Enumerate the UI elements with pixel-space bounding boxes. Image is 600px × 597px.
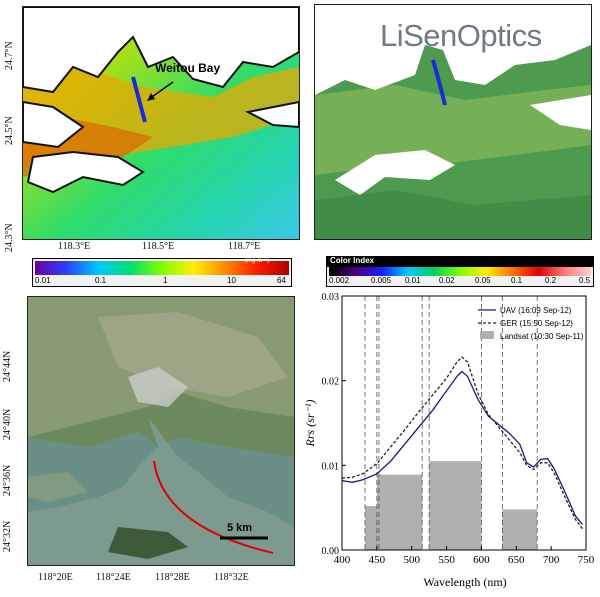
color-index-tick-4: 0.02 xyxy=(439,276,455,285)
y-tick-label-3: 0.02 xyxy=(322,377,340,388)
x-tick-label-6: 650 xyxy=(508,554,525,566)
landsat-lon-tick-3: 118°28E xyxy=(155,572,190,583)
x-tick-label-4: 550 xyxy=(438,554,455,566)
color-index-colorbar-header: Color Index xyxy=(327,256,593,267)
landsat-lon-tick-4: 118°32E xyxy=(214,572,249,583)
legend-label-uav: UAV (16:09 Sep-12) xyxy=(500,306,572,315)
landsat-band-bar-4 xyxy=(502,509,538,550)
x-tick-label-3: 500 xyxy=(403,554,420,566)
rrs-chart-svg: 400 450 500 550 600 650 700 750 0.00 0.01 0.02 0.03… xyxy=(303,292,595,589)
color-index-tick-2: 0.005 xyxy=(371,276,392,285)
chl-colorbar-tick-4: 10 xyxy=(227,276,236,285)
lat-tick-1: 24.7°N xyxy=(4,41,15,70)
color-index-tick-1: 0.002 xyxy=(329,276,350,285)
y-axis-label: Rrs (sr⁻¹) xyxy=(303,400,317,448)
color-index-tick-5: 0.05 xyxy=(475,276,491,285)
scale-bar-label: 5 km xyxy=(227,522,252,534)
chl-map-drawing: Weitou Bay xyxy=(23,7,299,239)
color-index-map-drawing xyxy=(315,5,591,239)
chl-colorbar-tick-3: 1 xyxy=(163,276,168,285)
landsat-image: 5 km xyxy=(27,296,295,566)
panel-chl-map: Weitou Bay 24.7°N 24.5°N 24.3°N 118.3°E … xyxy=(0,0,300,290)
color-index-tick-6: 0.1 xyxy=(511,276,523,285)
lisenoptics-logo: LiSenOptics xyxy=(380,18,542,54)
landsat-drawing: 5 km xyxy=(28,297,294,565)
x-tick-label-1: 400 xyxy=(334,554,351,566)
lon-tick-1: 118.3°E xyxy=(58,241,91,252)
color-index-colorbar-gradient xyxy=(329,267,591,276)
lat-tick-3: 24.3°N xyxy=(4,223,15,252)
color-index-colorbar-title: Color Index xyxy=(330,256,375,265)
legend-swatch-landsat xyxy=(480,331,494,339)
lat-tick-2: 24.5°N xyxy=(4,116,15,145)
y-tick-label-4: 0.03 xyxy=(322,292,340,303)
landsat-lon-tick-1: 118°20E xyxy=(38,572,73,583)
x-tick-label-7: 700 xyxy=(543,554,560,566)
x-tick-label-5: 600 xyxy=(473,554,490,566)
landsat-lat-tick-2: 24°40N xyxy=(2,408,13,440)
landsat-band-bar-2 xyxy=(376,474,423,550)
landsat-lat-tick-3: 24°36N xyxy=(2,464,13,496)
landsat-lon-tick-2: 118°24E xyxy=(96,572,131,583)
landsat-band-bar-1 xyxy=(365,505,379,550)
chl-map-image: Weitou Bay xyxy=(22,6,300,240)
weitou-bay-label: Weitou Bay xyxy=(155,61,220,75)
color-index-tick-8: 0.5 xyxy=(579,276,591,285)
legend-label-ger: GER (15:50 Sep-12) xyxy=(500,319,573,328)
plot-frame xyxy=(341,295,587,551)
x-tick-label-8: 750 xyxy=(578,554,595,566)
x-tick-label-2: 450 xyxy=(369,554,386,566)
legend: UAV (16:09 Sep-12) GER (15:50 Sep-12) La… xyxy=(478,306,584,341)
color-index-tick-7: 0.2 xyxy=(545,276,557,285)
lon-tick-3: 118.7°E xyxy=(228,241,261,252)
chl-colorbar-tick-1: 0.01 xyxy=(35,276,51,285)
lon-tick-2: 118.5°E xyxy=(142,241,175,252)
logo-text: LiSenOptics xyxy=(380,18,542,53)
series-line-uav xyxy=(341,370,584,526)
y-tick-label-2: 0.01 xyxy=(322,461,340,472)
chl-colorbar-gradient xyxy=(35,261,289,275)
chl-colorbar-tick-5: 64 xyxy=(277,276,286,285)
chl-colorbar: (mg m⁻³) 0.01 0.1 1 10 64 xyxy=(32,258,292,287)
uav-route-line xyxy=(153,460,274,554)
legend-label-landsat: Landsat (10:30 Sep-11) xyxy=(500,332,584,341)
panel-rrs-chart: 400 450 500 550 600 650 700 750 0.00 0.01 0.02 0.03… xyxy=(300,290,600,592)
panel-color-index-map: LiSenOptics Color Index 0.002 0.005 0.01… xyxy=(300,0,600,290)
panel-landsat-image: 5 km 24°44N 24°40N 24°36N 24°32N 118°20E… xyxy=(0,290,300,592)
color-index-map-image xyxy=(314,4,592,240)
chl-colorbar-unit: (mg m⁻³) xyxy=(245,258,270,264)
landsat-lat-tick-1: 24°44N xyxy=(2,350,13,382)
color-index-colorbar: Color Index 0.002 0.005 0.01 0.02 0.05 0… xyxy=(326,256,594,287)
landsat-band-bar-3 xyxy=(429,461,482,550)
series-line-ger xyxy=(341,356,584,530)
x-axis-label: Wavelength (nm) xyxy=(423,575,506,589)
color-index-tick-3: 0.01 xyxy=(405,276,421,285)
chl-colorbar-tick-2: 0.1 xyxy=(95,276,107,285)
y-tick-label-1: 0.00 xyxy=(322,546,340,557)
landsat-lat-tick-4: 24°32N xyxy=(2,520,13,552)
